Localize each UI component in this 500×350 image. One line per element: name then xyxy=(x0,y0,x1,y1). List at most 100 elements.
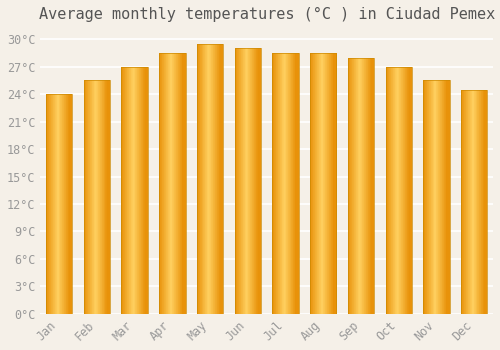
Bar xyxy=(208,44,209,314)
Bar xyxy=(274,53,275,314)
Bar xyxy=(164,53,165,314)
Bar xyxy=(439,80,440,314)
Bar xyxy=(177,53,178,314)
Bar xyxy=(58,94,59,314)
Bar xyxy=(366,57,367,314)
Bar xyxy=(234,48,261,314)
Bar xyxy=(348,57,349,314)
Bar xyxy=(424,80,426,314)
Bar xyxy=(140,67,141,314)
Bar xyxy=(46,94,48,314)
Bar xyxy=(479,90,480,314)
Bar xyxy=(475,90,476,314)
Bar xyxy=(461,90,487,314)
Bar xyxy=(256,48,257,314)
Bar xyxy=(367,57,368,314)
Bar xyxy=(273,53,274,314)
Bar xyxy=(207,44,208,314)
Bar xyxy=(334,53,335,314)
Bar xyxy=(100,80,101,314)
Bar xyxy=(91,80,92,314)
Bar xyxy=(65,94,66,314)
Bar xyxy=(160,53,161,314)
Bar xyxy=(397,67,398,314)
Bar xyxy=(197,44,224,314)
Bar xyxy=(425,80,426,314)
Bar xyxy=(283,53,284,314)
Bar xyxy=(429,80,430,314)
Bar xyxy=(277,53,278,314)
Bar xyxy=(437,80,438,314)
Bar xyxy=(53,94,54,314)
Bar xyxy=(70,94,71,314)
Bar xyxy=(320,53,322,314)
Bar xyxy=(478,90,479,314)
Bar xyxy=(464,90,465,314)
Bar xyxy=(167,53,168,314)
Bar xyxy=(50,94,51,314)
Bar xyxy=(98,80,99,314)
Bar xyxy=(48,94,50,314)
Bar xyxy=(66,94,67,314)
Bar xyxy=(173,53,174,314)
Bar xyxy=(216,44,218,314)
Bar xyxy=(402,67,404,314)
Bar xyxy=(461,90,462,314)
Bar xyxy=(466,90,467,314)
Bar xyxy=(54,94,55,314)
Bar xyxy=(393,67,394,314)
Bar xyxy=(238,48,240,314)
Bar xyxy=(71,94,72,314)
Bar xyxy=(88,80,89,314)
Bar xyxy=(101,80,102,314)
Bar xyxy=(170,53,171,314)
Bar xyxy=(57,94,58,314)
Bar xyxy=(486,90,488,314)
Bar xyxy=(361,57,362,314)
Bar xyxy=(245,48,246,314)
Bar xyxy=(287,53,288,314)
Bar xyxy=(444,80,445,314)
Bar xyxy=(449,80,450,314)
Bar xyxy=(368,57,369,314)
Bar xyxy=(122,67,124,314)
Bar xyxy=(84,80,110,314)
Bar xyxy=(448,80,449,314)
Bar xyxy=(126,67,128,314)
Bar xyxy=(329,53,330,314)
Bar xyxy=(146,67,147,314)
Bar xyxy=(433,80,434,314)
Bar xyxy=(428,80,429,314)
Bar xyxy=(222,44,224,314)
Bar xyxy=(295,53,296,314)
Bar xyxy=(272,53,299,314)
Bar xyxy=(447,80,448,314)
Bar xyxy=(290,53,291,314)
Bar xyxy=(145,67,146,314)
Bar xyxy=(124,67,125,314)
Bar xyxy=(296,53,297,314)
Bar xyxy=(67,94,68,314)
Bar xyxy=(348,57,374,314)
Bar xyxy=(396,67,397,314)
Bar xyxy=(255,48,256,314)
Bar xyxy=(370,57,371,314)
Bar xyxy=(284,53,285,314)
Bar xyxy=(288,53,289,314)
Bar xyxy=(96,80,97,314)
Bar xyxy=(332,53,333,314)
Bar xyxy=(172,53,173,314)
Bar xyxy=(218,44,220,314)
Bar xyxy=(400,67,401,314)
Bar xyxy=(353,57,354,314)
Bar xyxy=(331,53,332,314)
Bar xyxy=(310,53,311,314)
Bar xyxy=(244,48,245,314)
Bar xyxy=(220,44,222,314)
Bar xyxy=(162,53,163,314)
Bar xyxy=(61,94,62,314)
Bar xyxy=(276,53,277,314)
Bar xyxy=(63,94,64,314)
Bar xyxy=(204,44,205,314)
Bar xyxy=(251,48,252,314)
